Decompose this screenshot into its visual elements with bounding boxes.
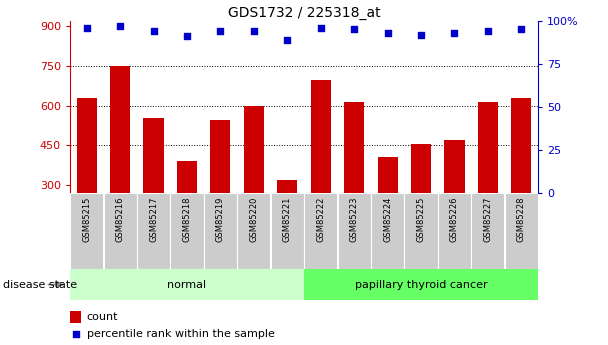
Point [383,30,393,36]
Bar [177,161,197,193]
Point [517,27,527,32]
Bar [70,269,304,300]
Bar [277,180,297,193]
Bar [304,193,337,269]
Bar [411,144,431,193]
Bar [344,102,364,193]
Bar [471,193,505,269]
Point [148,28,158,34]
Bar [438,193,471,269]
Text: GSM85228: GSM85228 [517,197,526,243]
Title: GDS1732 / 225318_at: GDS1732 / 225318_at [227,6,381,20]
Bar [77,98,97,193]
Point [182,33,192,39]
Bar [304,269,538,300]
Bar [170,193,204,269]
Point [215,28,225,34]
Bar [244,106,264,193]
Bar [271,193,304,269]
Text: GSM85221: GSM85221 [283,197,292,243]
Bar [110,66,130,193]
Text: GSM85218: GSM85218 [182,197,192,243]
Text: GSM85215: GSM85215 [82,197,91,243]
Text: disease state: disease state [3,280,77,289]
Bar [378,157,398,193]
Bar [511,98,531,193]
Bar [337,193,371,269]
Bar [404,193,438,269]
Bar [103,193,137,269]
Bar [505,193,538,269]
Text: GSM85226: GSM85226 [450,197,459,243]
Bar [444,140,465,193]
Point [316,25,326,30]
Point [115,23,125,29]
Bar [204,193,237,269]
Text: GSM85227: GSM85227 [483,197,492,243]
Text: GSM85216: GSM85216 [116,197,125,243]
Bar [237,193,271,269]
Point [416,32,426,37]
Text: papillary thyroid cancer: papillary thyroid cancer [354,280,488,289]
Text: GSM85219: GSM85219 [216,197,225,243]
Bar [311,80,331,193]
Point [483,28,493,34]
Text: GSM85224: GSM85224 [383,197,392,243]
Text: GSM85225: GSM85225 [416,197,426,243]
Point [71,331,80,337]
Text: percentile rank within the sample: percentile rank within the sample [87,329,275,339]
Bar [70,193,103,269]
Bar [371,193,404,269]
Text: GSM85222: GSM85222 [316,197,325,243]
Bar [210,120,230,193]
Point [349,27,359,32]
Text: GSM85220: GSM85220 [249,197,258,243]
Point [81,25,91,30]
Point [282,37,292,42]
Text: count: count [87,312,119,322]
Text: GSM85223: GSM85223 [350,197,359,243]
Text: normal: normal [167,280,207,289]
Point [449,30,460,36]
Point [249,28,259,34]
Bar [143,118,164,193]
Text: GSM85217: GSM85217 [149,197,158,243]
Bar [70,310,81,323]
Bar [137,193,170,269]
Bar [478,102,498,193]
